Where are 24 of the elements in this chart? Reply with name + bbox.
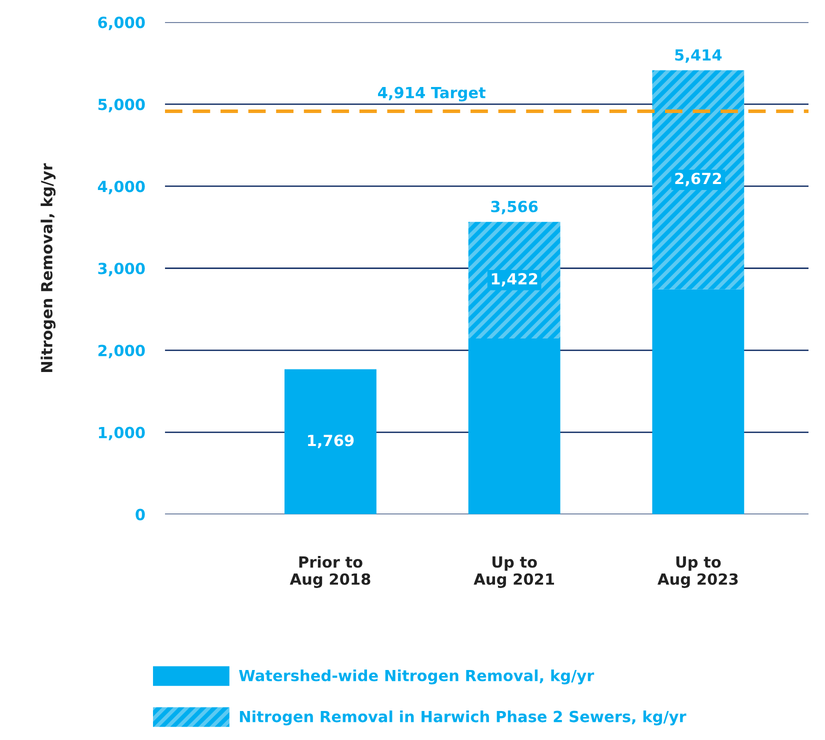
legend-label: Watershed-wide Nitrogen Removal, kg/yr: [239, 669, 594, 684]
total-label: 3,566: [491, 200, 538, 214]
data-label: 1,422: [492, 273, 538, 287]
y-tick-label: 2,000: [98, 344, 145, 358]
total-label: 5,414: [675, 49, 722, 63]
bar: [652, 289, 744, 514]
data-label: 2,672: [675, 172, 722, 186]
bar: [468, 222, 560, 338]
bar: [284, 369, 376, 514]
ref-line-label: 4,914 Target: [378, 86, 486, 102]
data-label: 1,769: [308, 434, 354, 448]
bar: [652, 70, 744, 290]
x-tick-label: Prior to Aug 2018: [290, 556, 370, 588]
y-tick-label: 5,000: [98, 98, 145, 112]
y-axis-title: Nitrogen Removal, kg/yr: [40, 163, 56, 372]
y-tick-label: 0: [136, 508, 145, 520]
y-tick-label: 6,000: [98, 16, 145, 30]
bar: [468, 338, 560, 514]
legend-label: Nitrogen Removal in Harwich Phase 2 Sewers, kg/yr: [240, 710, 686, 726]
x-tick-label: Up to Aug 2021: [474, 556, 554, 588]
x-tick-label: Up to Aug 2023: [658, 556, 738, 588]
y-tick-label: 3,000: [98, 262, 145, 276]
y-tick-label: 1,000: [98, 426, 145, 440]
y-tick-label: 4,000: [98, 180, 145, 194]
